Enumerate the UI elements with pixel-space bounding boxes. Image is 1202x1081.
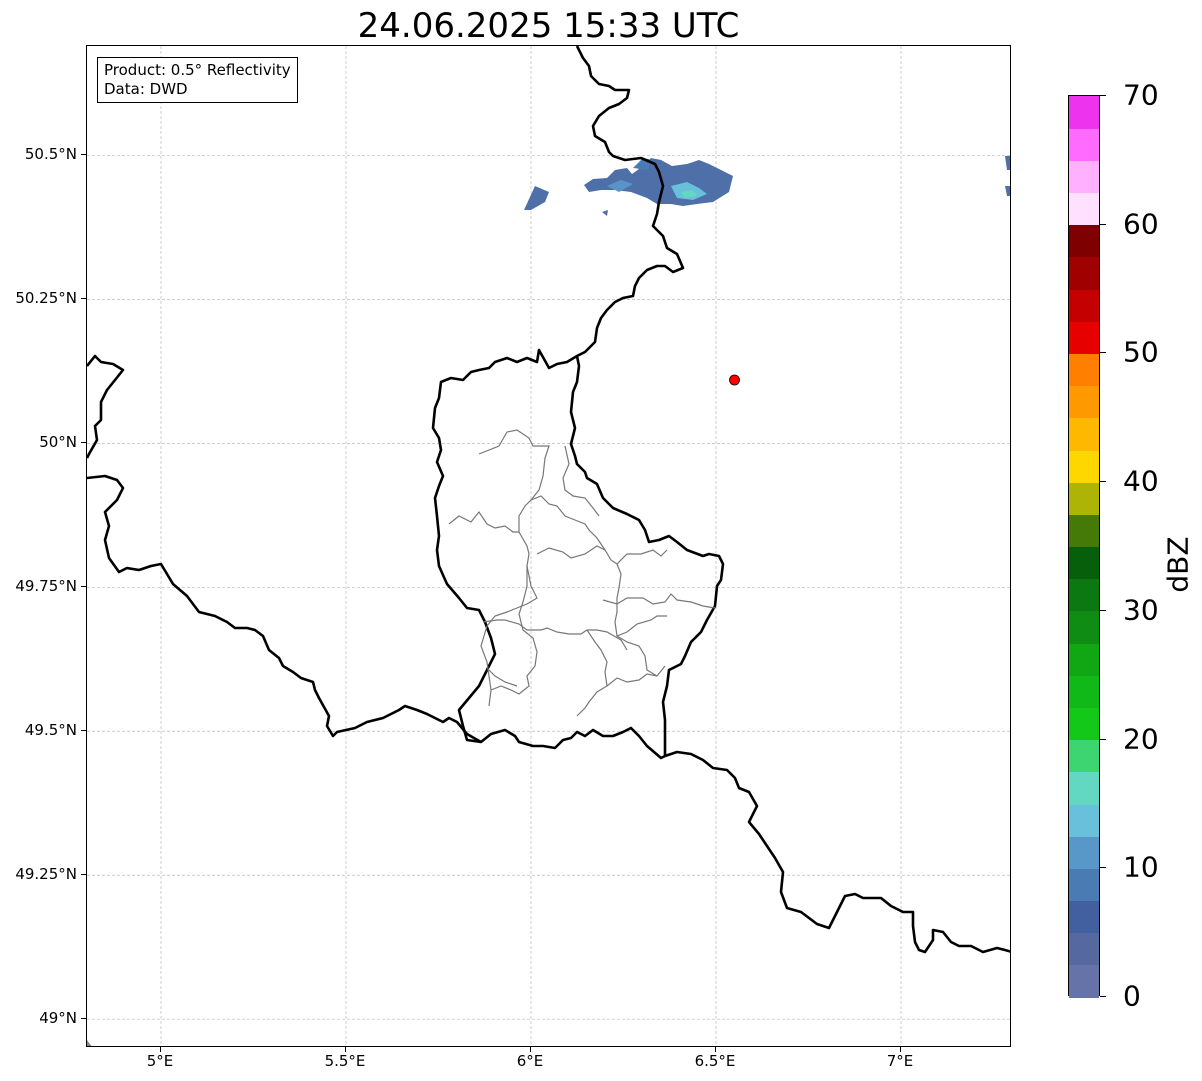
colorbar-tick-label: 40 (1123, 464, 1159, 498)
y-tick-mark (81, 298, 86, 300)
radar-echoes (87, 156, 1010, 1046)
colorbar-tick-mark (1100, 738, 1106, 740)
radar-echo-cell (1005, 186, 1010, 196)
colorbar-segment (1069, 964, 1099, 998)
colorbar-segment (1069, 675, 1099, 708)
colorbar-segment (1069, 192, 1099, 226)
radar-echo-cell (1005, 156, 1010, 170)
colorbar-segment (1069, 417, 1099, 451)
colorbar-tick-label: 70 (1123, 78, 1159, 112)
y-tick-mark (81, 586, 86, 588)
y-tick-label: 49°N (39, 1009, 77, 1028)
colorbar-tick-label: 10 (1123, 850, 1159, 884)
x-tick-mark (530, 1047, 531, 1052)
colorbar-segment (1069, 160, 1099, 194)
colorbar-tick-label: 50 (1123, 335, 1159, 369)
colorbar-segment (1069, 578, 1099, 612)
colorbar-segment (1069, 289, 1099, 322)
colorbar-segment (1069, 868, 1099, 902)
colorbar-tick-mark (1100, 223, 1106, 225)
colorbar-segment (1069, 224, 1099, 258)
y-tick-label: 50.25°N (15, 289, 77, 308)
y-tick-label: 50.5°N (24, 145, 77, 164)
colorbar-tick-mark (1100, 867, 1106, 869)
radar-echo-cell (607, 180, 633, 192)
x-tick-label: 7°E (886, 1052, 914, 1070)
colorbar-segment (1069, 482, 1099, 515)
x-tick-label: 6.5°E (694, 1052, 736, 1070)
x-tick-mark (715, 1047, 716, 1052)
colorbar-tick-mark (1100, 481, 1106, 483)
colorbar-tick-label: 20 (1123, 722, 1159, 756)
info-product: Product: 0.5° Reflectivity (104, 61, 291, 79)
radar-echo-cell (87, 1040, 92, 1046)
y-tick-mark (81, 442, 86, 444)
colorbar-segment (1069, 803, 1099, 837)
colorbar-tick-label: 0 (1123, 979, 1141, 1013)
colorbar-segment (1069, 932, 1099, 966)
x-tick-mark (160, 1047, 161, 1052)
map-plot-area[interactable] (86, 45, 1011, 1047)
graticule-grid (87, 46, 1010, 1046)
colorbar-segment (1069, 128, 1099, 161)
colorbar-segment (1069, 353, 1099, 387)
x-tick-mark (900, 1047, 901, 1052)
info-data-source: Data: DWD (104, 80, 188, 98)
radar-echo-cell (524, 186, 549, 210)
colorbar-segment (1069, 610, 1099, 644)
y-tick-mark (81, 730, 86, 732)
radar-echo-cell (681, 190, 697, 198)
colorbar-segment (1069, 256, 1099, 290)
info-legend-box: Product: 0.5° Reflectivity Data: DWD (97, 57, 298, 103)
y-tick-label: 50°N (39, 433, 77, 452)
map-title: 24.06.2025 15:33 UTC (357, 6, 740, 46)
colorbar-tick-mark (1100, 609, 1106, 611)
colorbar-tick-mark (1100, 352, 1106, 354)
colorbar-unit-label: dBZ (1161, 536, 1195, 593)
colorbar-segment (1069, 546, 1099, 580)
colorbar-segment (1069, 321, 1099, 355)
y-tick-label: 49.75°N (15, 577, 77, 596)
country-borders (87, 46, 1010, 954)
colorbar-tick-label: 30 (1123, 593, 1159, 627)
colorbar-segment (1069, 385, 1099, 419)
map-canvas (87, 46, 1010, 1046)
y-tick-mark (81, 154, 86, 156)
x-tick-label: 6°E (516, 1052, 544, 1070)
colorbar-segment (1069, 836, 1099, 869)
colorbar-tick-label: 60 (1123, 207, 1159, 241)
colorbar-segment (1069, 449, 1099, 483)
y-tick-mark (81, 1018, 86, 1020)
colorbar-segment (1069, 707, 1099, 741)
colorbar-segment (1069, 739, 1099, 773)
y-tick-mark (81, 874, 86, 876)
y-tick-label: 49.25°N (15, 865, 77, 884)
x-tick-label: 5.5°E (324, 1052, 366, 1070)
colorbar-segment (1069, 514, 1099, 548)
x-tick-label: 5°E (146, 1052, 174, 1070)
colorbar-tick-mark (1100, 996, 1106, 997)
colorbar-segment (1069, 643, 1099, 676)
x-tick-mark (345, 1047, 346, 1052)
radar-echo-cell (602, 210, 608, 216)
colorbar-tick-mark (1100, 95, 1106, 96)
radar-site-marker (729, 374, 740, 386)
colorbar (1068, 95, 1100, 998)
colorbar-segment (1069, 900, 1099, 934)
colorbar-segment (1069, 771, 1099, 805)
colorbar-segment (1069, 96, 1099, 129)
y-tick-label: 49.5°N (24, 721, 77, 740)
admin-boundaries (448, 429, 716, 717)
